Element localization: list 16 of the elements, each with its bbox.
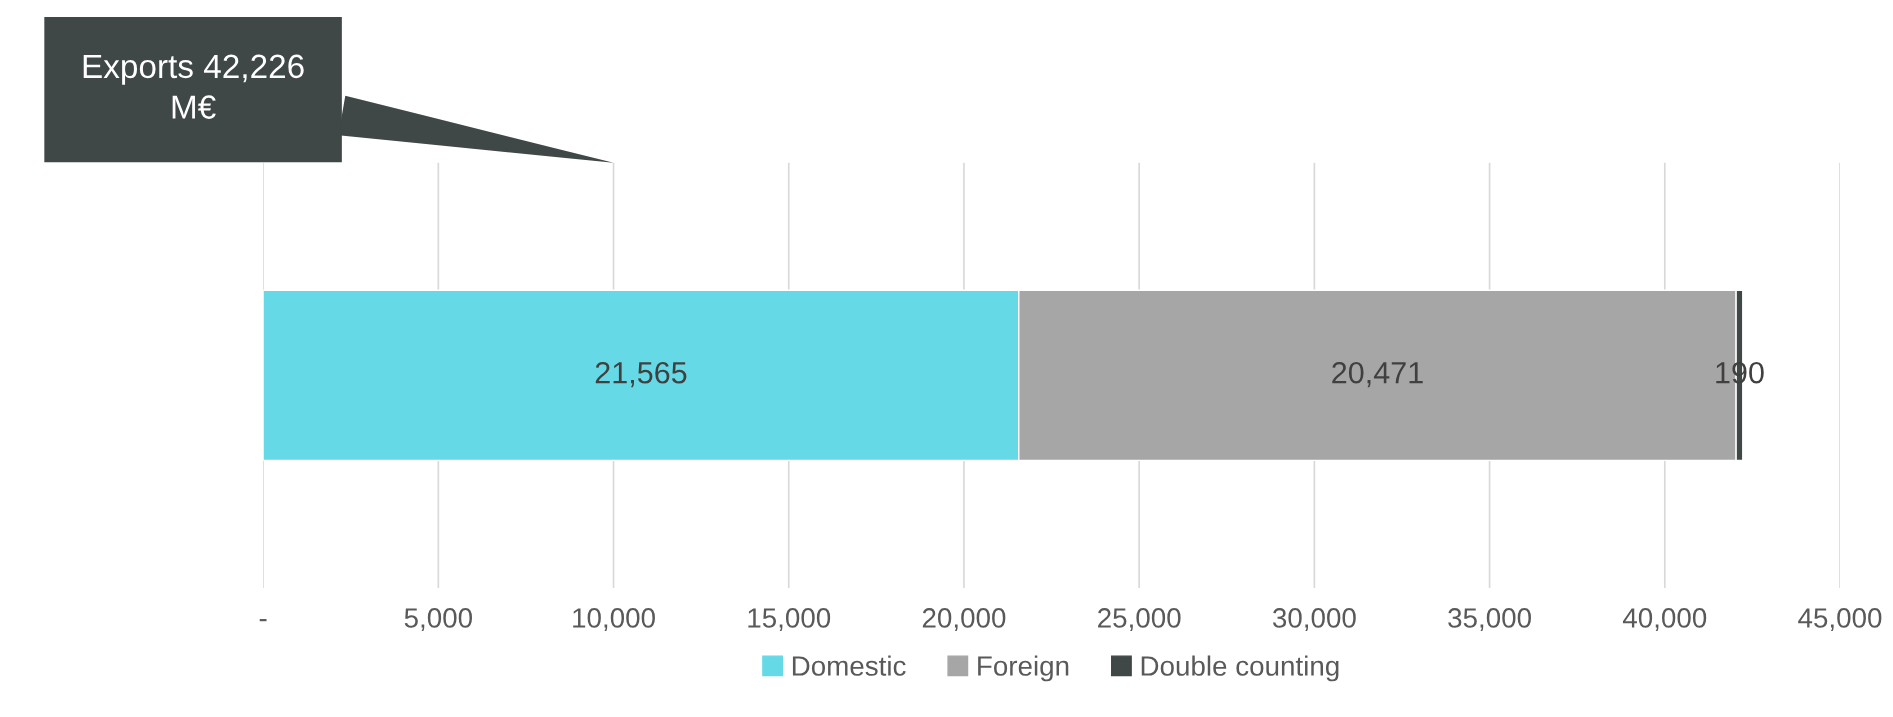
x-tick-label: - [259,619,267,622]
x-tick-label: 40,000 [1622,608,1707,632]
data-label: 20,471 [1332,361,1423,388]
text: Exports 42,226 M€ [83,54,304,119]
x-tick-label: 30,000 [1272,608,1356,632]
x-tick-label: 25,000 [1098,608,1181,632]
x-tick-label: 35,000 [1448,608,1531,632]
x-tick-label: 5,000 [404,608,473,632]
x-tick-label: 20,000 [922,608,1006,632]
legend-label: Double counting [1141,655,1339,682]
x-tick-label: 15,000 [748,608,831,632]
legend-label: Domestic [792,655,906,676]
x-tick-label: 10,000 [573,608,655,632]
data-label: 21,565 [595,361,687,388]
legend-label: Foreign [978,655,1069,682]
x-tick-label: 45,000 [1798,608,1882,632]
